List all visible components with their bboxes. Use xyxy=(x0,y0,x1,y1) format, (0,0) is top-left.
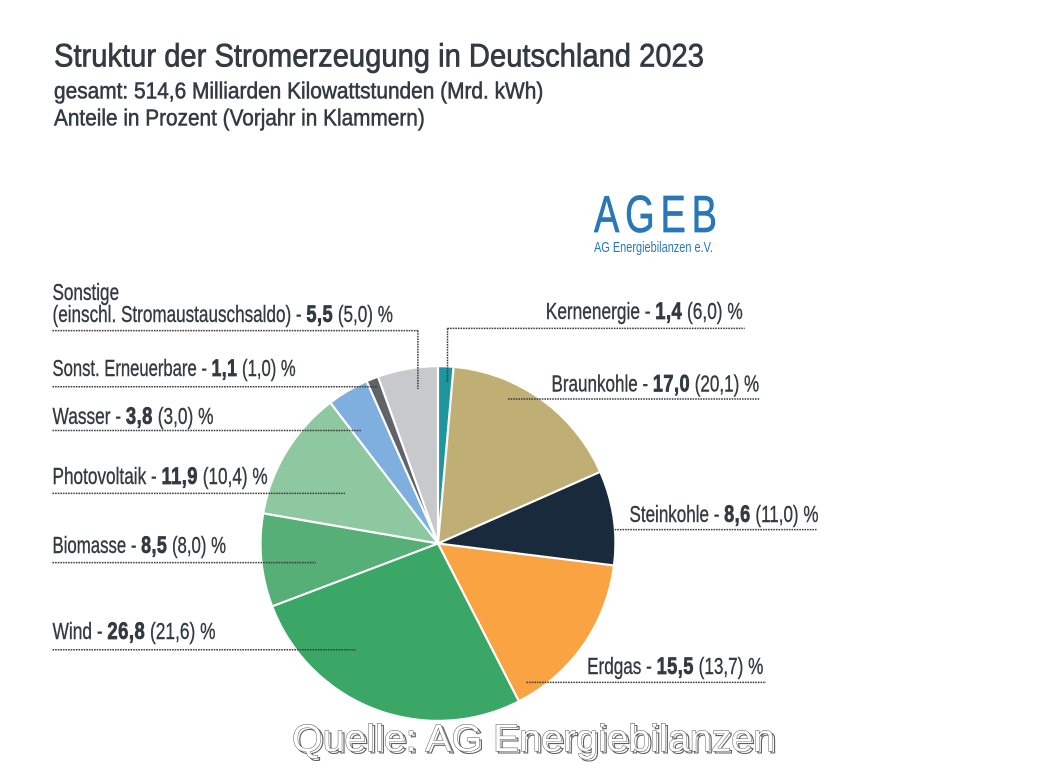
svg-text:AG Energiebilanzen e.V.: AG Energiebilanzen e.V. xyxy=(594,238,713,255)
svg-text:Braunkohle - 17,0 (20,1) %: Braunkohle - 17,0 (20,1) % xyxy=(552,369,760,397)
svg-text:Kernenergie - 1,4 (6,0) %: Kernenergie - 1,4 (6,0) % xyxy=(546,296,743,324)
svg-text:Sonst. Erneuerbare - 1,1 (1,0): Sonst. Erneuerbare - 1,1 (1,0) % xyxy=(53,354,296,382)
svg-text:Biomasse - 8,5 (8,0) %: Biomasse - 8,5 (8,0) % xyxy=(53,531,227,558)
svg-text:Steinkohle - 8,6 (11,0) %: Steinkohle - 8,6 (11,0) % xyxy=(630,499,819,527)
svg-text:Quelle: AG Energiebilanzen: Quelle: AG Energiebilanzen xyxy=(294,720,777,762)
svg-text:Wasser - 3,8 (3,0) %: Wasser - 3,8 (3,0) % xyxy=(53,402,214,430)
svg-text:Struktur der Stromerzeugung in: Struktur der Stromerzeugung in Deutschla… xyxy=(54,37,704,74)
svg-text:(einschl. Stromaustauschsaldo): (einschl. Stromaustauschsaldo) - 5,5 (5,… xyxy=(53,299,393,327)
svg-text:gesamt: 514,6 Milliarden Kilow: gesamt: 514,6 Milliarden Kilowattstunden… xyxy=(54,77,543,103)
svg-text:Photovoltaik - 11,9 (10,4) %: Photovoltaik - 11,9 (10,4) % xyxy=(53,462,268,490)
svg-text:Anteile in Prozent (Vorjahr in: Anteile in Prozent (Vorjahr in Klammern) xyxy=(54,105,425,131)
svg-text:Wind - 26,8 (21,6) %: Wind - 26,8 (21,6) % xyxy=(53,617,216,645)
svg-text:Sonstige: Sonstige xyxy=(53,281,120,306)
svg-text:Erdgas - 15,5 (13,7) %: Erdgas - 15,5 (13,7) % xyxy=(587,652,763,680)
svg-text:Quelle: AG Energiebilanzen: Quelle: AG Energiebilanzen xyxy=(292,718,775,760)
svg-text:AGEB: AGEB xyxy=(594,185,723,243)
